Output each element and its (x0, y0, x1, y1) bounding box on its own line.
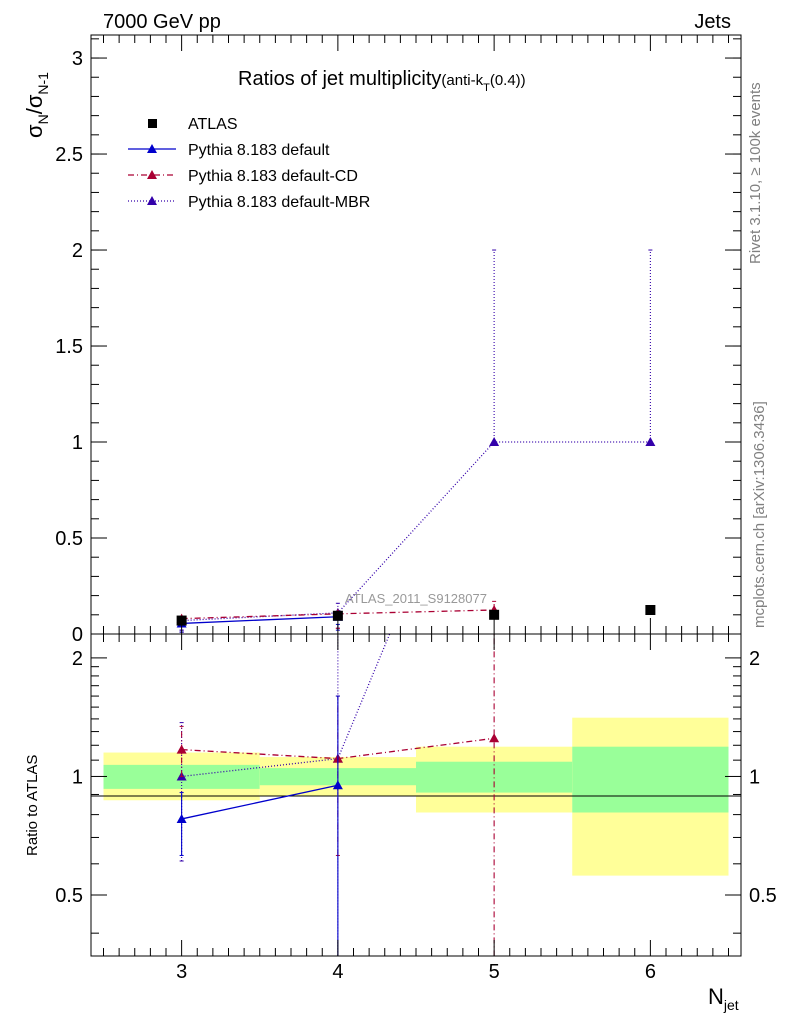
ratio-ytick-label-1: 1 (72, 766, 83, 788)
main-panel: ATLAS_2011_S9128077 0 0.5 1 1.5 2 2.5 3 Ratios… (22, 34, 742, 646)
ratio-uncertainty-bands (103, 717, 729, 876)
ratio-ytick-label-2: 2 (72, 648, 83, 670)
ratio-xtick-label-2: 5 (489, 961, 500, 983)
xlabel-jet: jet (723, 997, 739, 1013)
ylabel-n: N (35, 114, 51, 124)
legend-default-marker (147, 144, 157, 153)
ratio-ytick-label-right-1: 1 (749, 766, 760, 788)
legend-entry-mbr: Pythia 8.183 default-MBR (128, 194, 370, 211)
ratio-cd-marker-2 (489, 733, 500, 743)
main-ytick-label-5: 2.5 (55, 144, 83, 166)
mcplots-reference-label: mcplots.cern.ch [arXiv:1306.3436] (751, 401, 768, 628)
ratio-xtick-label-3: 6 (645, 961, 656, 983)
ratio-panel: 0.5 0.5 1 1 2 2 3 4 5 6 Ratio to ATLAS Njet (24, 633, 777, 1013)
legend-atlas-marker (148, 119, 157, 128)
chart-title-suffix: (anti-k (441, 72, 483, 89)
legend-cd-label: Pythia 8.183 default-CD (188, 168, 358, 185)
main-series-layer (176, 249, 656, 633)
xlabel-n: N (708, 984, 724, 1009)
ratio-xtick-label-1: 4 (332, 961, 343, 983)
energy-label: 7000 GeV pp (103, 11, 221, 33)
ratio-xtick-label-0: 3 (176, 961, 187, 983)
main-default-line (181, 616, 338, 625)
chart-title: Ratios of jet multiplicity(anti-kT(0.4)) (238, 68, 526, 94)
legend-entry-cd: Pythia 8.183 default-CD (128, 168, 358, 185)
legend-cd-marker (147, 170, 157, 179)
main-atlas-point-1 (332, 610, 343, 621)
analysis-watermark: ATLAS_2011_S9128077 (345, 591, 487, 606)
main-ytick-label-0: 0 (72, 624, 83, 646)
ratio-ytick-label-right-2: 2 (749, 648, 760, 670)
ratio-default-marker-0 (176, 813, 187, 823)
main-y-axis: 0 0.5 1 1.5 2 2.5 3 (55, 38, 741, 646)
chart-title-sub: T (483, 82, 490, 94)
main-mbr-marker-2 (489, 437, 500, 447)
main-atlas-data-layer (176, 605, 656, 626)
main-mbr-marker-3 (645, 437, 656, 447)
main-atlas-point-3 (645, 605, 656, 616)
ylabel-slash-sigma: /σ (22, 94, 47, 114)
main-ytick-label-4: 2 (72, 240, 83, 262)
chart-title-main: Ratios of jet multiplicity (238, 68, 441, 90)
ratio-default-line (181, 784, 339, 820)
ratio-band-green-2 (416, 761, 573, 793)
category-label: Jets (694, 11, 731, 33)
ratio-y-axis-label: Ratio to ATLAS (24, 755, 41, 856)
main-ytick-label-3: 1.5 (55, 336, 83, 358)
legend-entry-atlas: ATLAS (148, 116, 238, 133)
legend-default-label: Pythia 8.183 default (188, 142, 330, 159)
main-ytick-label-1: 0.5 (55, 528, 83, 550)
x-axis-label: Njet (708, 984, 739, 1013)
main-atlas-point-2 (489, 609, 500, 620)
main-x-ticks (103, 35, 729, 634)
ratio-cd-marker-0 (176, 744, 187, 754)
legend-entry-default: Pythia 8.183 default (128, 142, 330, 159)
main-ytick-label-6: 3 (72, 48, 83, 70)
ylabel-n-minus-1: N-1 (35, 72, 51, 95)
ratio-y-axis: 0.5 0.5 1 1 2 2 (55, 648, 777, 934)
ratio-default-marker-1 (332, 780, 343, 790)
ylabel-sigma: σ (22, 124, 47, 138)
legend-mbr-marker (147, 196, 157, 205)
legend: ATLAS Pythia 8.183 default Pythia 8.183 … (128, 116, 370, 211)
ratio-x-axis: 3 4 5 6 (103, 634, 729, 983)
ratio-ytick-label-right-0: 0.5 (749, 885, 777, 907)
legend-mbr-label: Pythia 8.183 default-MBR (188, 194, 370, 211)
ratio-series-layer (176, 634, 500, 956)
chart-title-tail: (0.4)) (490, 72, 526, 89)
main-ytick-label-2: 1 (72, 432, 83, 454)
legend-atlas-label: ATLAS (188, 116, 238, 133)
ratio-band-green-3 (572, 746, 729, 813)
main-y-axis-label: σN/σN-1 (22, 72, 51, 138)
ratio-ytick-label-0: 0.5 (55, 885, 83, 907)
rivet-version-label: Rivet 3.1.10, ≥ 100k events (747, 82, 764, 264)
